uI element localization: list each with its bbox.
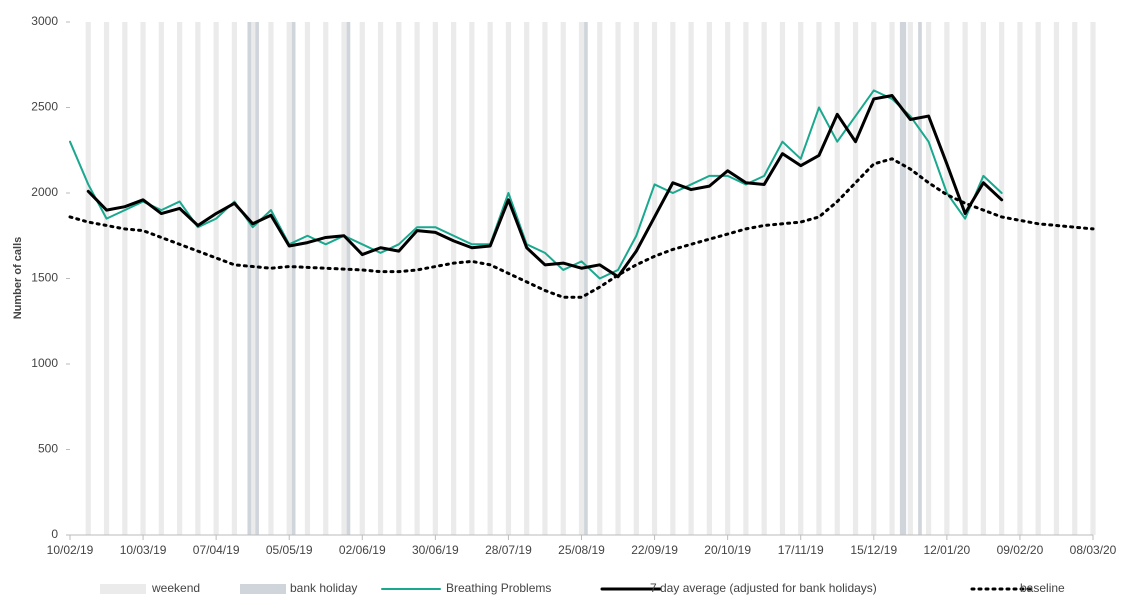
weekend-band	[158, 22, 164, 535]
weekend-band	[524, 22, 530, 535]
weekend-band	[505, 22, 512, 535]
x-tick-label: 10/02/19	[47, 543, 94, 557]
weekend-band	[469, 22, 475, 535]
x-tick-label: 10/03/19	[120, 543, 167, 557]
weekend-band	[834, 22, 840, 535]
weekend-band	[962, 22, 968, 535]
x-tick-label: 28/07/19	[485, 543, 532, 557]
weekend-band	[944, 22, 950, 535]
weekend-band	[122, 22, 128, 535]
weekend-band	[633, 22, 639, 535]
weekend-band	[798, 22, 804, 535]
bank-holiday-band	[346, 22, 351, 535]
weekend-band	[980, 22, 987, 535]
bank-holiday-band	[584, 22, 588, 535]
legend-swatch	[240, 584, 286, 594]
weekend-band	[761, 22, 767, 535]
weekend-band	[816, 22, 822, 535]
x-tick-label: 25/08/19	[558, 543, 605, 557]
x-tick-label: 15/12/19	[850, 543, 897, 557]
weekend-band	[176, 22, 183, 535]
weekend-band	[889, 22, 895, 535]
x-tick-label: 08/03/20	[1070, 543, 1117, 557]
legend-label: baseline	[1020, 581, 1065, 595]
y-tick-label: 2000	[31, 185, 58, 199]
weekend-band	[1035, 22, 1041, 535]
bank-holiday-band	[918, 22, 922, 535]
x-tick-label: 05/05/19	[266, 543, 313, 557]
weekend-band	[651, 22, 658, 535]
weekend-band	[451, 22, 457, 535]
weekend-band	[542, 22, 548, 535]
series-line	[69, 89, 1003, 280]
x-tick-label: 20/10/19	[704, 543, 751, 557]
series-line	[68, 157, 1095, 299]
weekend-band	[487, 22, 493, 535]
weekend-band	[304, 22, 311, 535]
weekend-band	[286, 22, 292, 535]
legend-label: Breathing Problems	[446, 581, 551, 595]
x-tick-label: 12/01/20	[923, 543, 970, 557]
y-tick-label: 2500	[31, 100, 58, 114]
weekend-band	[688, 22, 694, 535]
weekend-band	[578, 22, 585, 535]
weekend-band	[250, 22, 256, 535]
weekend-band	[871, 22, 877, 535]
weekend-band	[925, 22, 932, 535]
bank-holiday-band	[899, 22, 904, 535]
bank-holiday-band	[247, 22, 252, 535]
y-tick-label: 1000	[31, 356, 58, 370]
bank-holiday-band	[255, 22, 259, 535]
weekend-band	[615, 22, 621, 535]
weekend-band	[195, 22, 201, 535]
weekend-band	[268, 22, 274, 535]
x-tick-label: 30/06/19	[412, 543, 459, 557]
weekend-band	[414, 22, 420, 535]
weekend-band	[341, 22, 347, 535]
y-axis-label: Number of calls	[12, 237, 24, 320]
x-tick-label: 22/09/19	[631, 543, 678, 557]
weekend-band	[743, 22, 749, 535]
weekend-band	[907, 22, 913, 535]
weekend-band	[213, 22, 219, 535]
weekend-band	[1090, 22, 1096, 535]
legend-label: 7 day average (adjusted for bank holiday…	[650, 581, 877, 595]
series-line	[86, 94, 1004, 279]
x-tick-label: 09/02/20	[997, 543, 1044, 557]
x-tick-label: 17/11/19	[778, 543, 824, 557]
bank-holiday-band	[902, 22, 907, 535]
weekend-band	[103, 22, 110, 535]
weekend-band	[999, 22, 1005, 535]
y-tick-label: 0	[51, 527, 58, 541]
weekend-band	[432, 22, 438, 535]
weekend-band	[1053, 22, 1060, 535]
y-tick-label: 1500	[31, 271, 58, 285]
weekend-band	[706, 22, 712, 535]
weekend-band	[1017, 22, 1023, 535]
weekend-band	[323, 22, 329, 535]
bank-holiday-band	[291, 22, 296, 535]
legend-label: bank holiday	[290, 581, 357, 595]
weekend-band	[396, 22, 402, 535]
legend-label: weekend	[151, 581, 200, 595]
weekend-band	[670, 22, 676, 535]
y-tick-label: 500	[38, 442, 58, 456]
weekend-band	[725, 22, 731, 535]
weekend-band	[779, 22, 786, 535]
weekend-band	[852, 22, 859, 535]
x-tick-label: 07/04/19	[193, 543, 240, 557]
weekend-band	[85, 22, 91, 535]
weekend-band	[231, 22, 238, 535]
legend-swatch	[100, 584, 146, 594]
y-tick-label: 3000	[31, 14, 58, 28]
weekend-band	[377, 22, 384, 535]
weekend-band	[560, 22, 566, 535]
weekend-band	[140, 22, 146, 535]
weekend-band	[1072, 22, 1078, 535]
x-tick-label: 02/06/19	[339, 543, 386, 557]
weekend-band	[359, 22, 365, 535]
